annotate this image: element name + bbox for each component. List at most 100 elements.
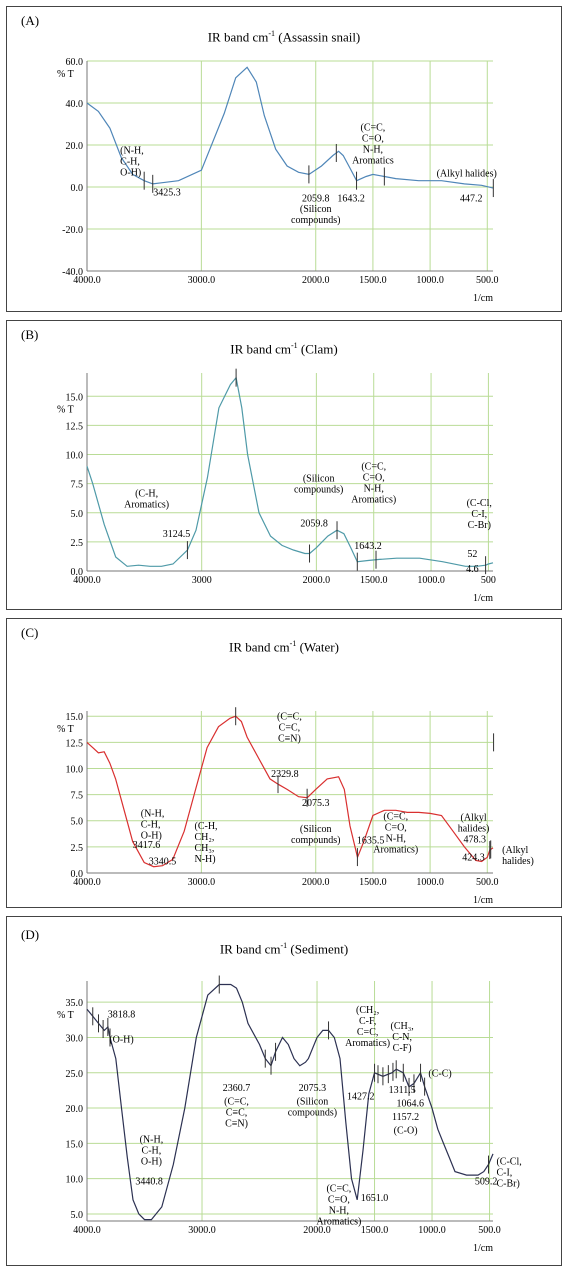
- spectrum-line: [86, 983, 494, 1221]
- ir-spectrum-chart-b: 4000.0 3000 2000.0 1500.0 1000.0 500 15.0 12.5 1…: [57, 368, 496, 604]
- group-annotation: (Silicon: [300, 824, 332, 835]
- group-annotation: C=O,: [362, 133, 384, 144]
- peak-label: 1643.2: [354, 541, 382, 552]
- x-tick-label: 500.0: [476, 877, 499, 888]
- peak-label: 3818.8: [108, 1010, 136, 1021]
- group-annotation: (C=C,: [361, 462, 386, 473]
- spectrum-line: [86, 715, 494, 868]
- group-annotation: C≡N): [225, 1119, 248, 1130]
- group-annotation: Aromatics): [351, 495, 396, 506]
- group-annotation: (CH₂,: [356, 1005, 379, 1016]
- group-annotation: (CH₃,: [391, 1021, 414, 1032]
- peak-label: 3425.3: [153, 187, 181, 198]
- group-annotation: (C-H,: [195, 821, 218, 832]
- peak-label: 424.3: [462, 852, 485, 863]
- group-annotation: (C=C,: [224, 1097, 249, 1108]
- peak-label: 1064.6: [396, 1099, 424, 1110]
- group-annotation: (C=C,: [383, 812, 408, 823]
- panel-b: (B) IR band cm-1 (Clam) 4000.0 3000 2000.0…: [6, 320, 562, 610]
- group-annotation: compounds): [288, 1108, 337, 1119]
- y-axis-label: % T: [57, 404, 74, 415]
- group-annotation: compounds): [291, 215, 340, 226]
- y-tick-label: 12.5: [66, 421, 84, 432]
- group-annotation: halides): [458, 824, 490, 835]
- peak-label: 478.3: [463, 835, 486, 846]
- group-annotation: O-H): [141, 1157, 162, 1168]
- y-tick-label: 0.0: [71, 567, 84, 578]
- group-annotation: C-Br): [496, 1179, 519, 1190]
- chart-title: IR band cm-1 (Clam): [230, 341, 338, 357]
- group-annotation: compounds): [294, 484, 343, 495]
- y-tick-label: 30.0: [66, 1033, 84, 1044]
- group-annotation: O-H): [141, 831, 162, 842]
- y-tick-label: 2.5: [71, 843, 84, 854]
- x-tick-label: 1500.0: [359, 275, 387, 286]
- group-annotation: C-H,: [141, 820, 161, 831]
- spectrum-line: [86, 66, 494, 189]
- group-annotation: halides): [502, 856, 534, 867]
- y-tick-label: 15.0: [66, 392, 84, 403]
- group-annotation: N-H,: [364, 484, 384, 495]
- group-annotation: C=C,: [279, 722, 300, 733]
- peak-label: 3440.8: [135, 1176, 163, 1187]
- peak-label: 1643.2: [337, 194, 365, 205]
- x-axis-label: 1/cm: [473, 895, 493, 906]
- panel-label: (C): [21, 625, 39, 640]
- peak-label: 3340.5: [149, 857, 177, 868]
- x-axis-label: 1/cm: [473, 1243, 493, 1254]
- y-tick-label: 35.0: [66, 998, 84, 1009]
- x-tick-label: 500: [481, 575, 496, 586]
- peak-label: 2075.3: [299, 1083, 327, 1094]
- x-tick-label: 3000: [192, 575, 212, 586]
- group-annotation: (Silicon: [303, 473, 335, 484]
- group-annotation: Aromatics): [345, 1038, 390, 1049]
- group-annotation: (C-Cl,: [496, 1157, 521, 1168]
- spectrum-line: [86, 376, 494, 567]
- ir-spectrum-chart-a: 4000.0 3000.0 2000.0 1500.0 1000.0 500.0 60.0 4…: [57, 57, 499, 304]
- group-annotation: N-H,: [363, 144, 383, 155]
- group-annotation: (Silicon: [300, 204, 332, 215]
- x-tick-label: 3000.0: [188, 877, 216, 888]
- group-annotation: compounds): [291, 835, 340, 846]
- peak-label: 2329.8: [271, 769, 299, 780]
- group-annotation: (C-Cl,: [467, 498, 492, 509]
- chart-title: IR band cm-1 (Assassin snail): [207, 29, 361, 45]
- x-tick-label: 1000.0: [417, 575, 445, 586]
- panel-d: (D) IR band cm-1 (Sediment) 4000.0 3000.0…: [6, 916, 562, 1266]
- peak-label: 4.6: [466, 564, 479, 575]
- peak-label: 447.2: [460, 194, 483, 205]
- y-tick-label: 10.0: [66, 764, 84, 775]
- panel-a: (A) IR band cm-1 (Assassin snail) 4000.0…: [6, 6, 562, 312]
- x-tick-label: 1500.0: [361, 1225, 389, 1236]
- group-annotation: C≡C,: [226, 1108, 247, 1119]
- group-annotation: N-H,: [329, 1205, 349, 1216]
- peak-label: 3417.6: [133, 840, 161, 851]
- x-tick-label: 2000.0: [303, 1225, 331, 1236]
- panel-label: (A): [21, 13, 40, 28]
- peak-label: 2059.8: [300, 519, 328, 530]
- chart-title: IR band cm-1 (Sediment): [219, 941, 349, 957]
- y-tick-label: 15.0: [66, 712, 84, 723]
- y-tick-label: 5.0: [71, 817, 84, 828]
- group-annotation: (C-H,: [135, 488, 158, 499]
- group-annotation: N-H,: [386, 834, 406, 845]
- x-tick-label: 1000.0: [416, 275, 444, 286]
- group-annotation: CH₂,: [195, 832, 215, 843]
- y-tick-label: 20.0: [66, 1104, 84, 1115]
- group-annotation: C-F): [393, 1043, 412, 1054]
- group-annotation: C-H,: [142, 1146, 162, 1157]
- group-annotation: (Silicon: [297, 1097, 329, 1108]
- group-annotation: N-H): [195, 854, 216, 865]
- group-annotation: (O-H): [109, 1034, 133, 1045]
- group-annotation: (C-O): [394, 1125, 418, 1136]
- group-annotation: (N-H,: [141, 809, 165, 820]
- x-tick-label: 1000.0: [418, 1225, 446, 1236]
- peak-label: 2360.7: [223, 1083, 251, 1094]
- y-axis-label: % T: [57, 724, 74, 735]
- group-annotation: (Alkyl: [502, 845, 528, 856]
- x-tick-label: 2000.0: [303, 575, 331, 586]
- x-tick-label: 4000.0: [73, 575, 101, 586]
- x-tick-label: 3000.0: [188, 275, 216, 286]
- y-tick-label: 12.5: [66, 738, 84, 749]
- group-annotation: CH₃,: [195, 843, 215, 854]
